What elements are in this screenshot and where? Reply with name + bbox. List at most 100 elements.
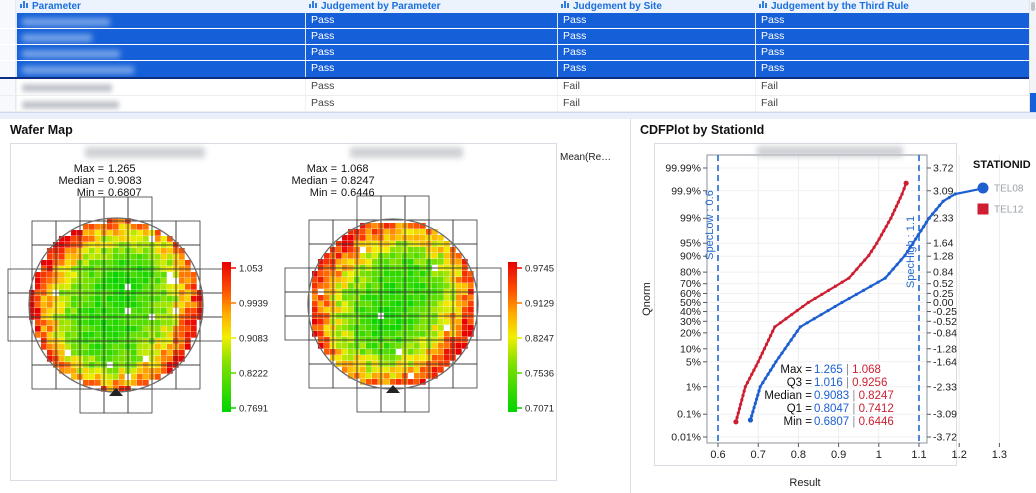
cell-parameter[interactable]	[16, 96, 305, 111]
cdf-series-TEL08	[747, 185, 988, 423]
table-scrollbar[interactable]	[1029, 0, 1036, 112]
svg-text:0.9129: 0.9129	[525, 299, 554, 310]
table-row[interactable]: Pass Pass Pass	[0, 61, 1029, 79]
svg-text:70%: 70%	[680, 278, 701, 290]
cell-judgement[interactable]: Pass	[305, 13, 557, 28]
svg-text:0.01%: 0.01%	[671, 432, 701, 444]
svg-text:0.9: 0.9	[831, 449, 846, 461]
redacted-wafer1-title	[85, 147, 205, 158]
svg-text:90%: 90%	[680, 251, 701, 263]
svg-text:99.99%: 99.99%	[665, 162, 701, 174]
svg-text:-2.33: -2.33	[933, 381, 957, 393]
svg-text:0.7691: 0.7691	[239, 404, 268, 415]
cell-judgement[interactable]: Pass	[557, 45, 755, 60]
legend-title: STATIONID	[973, 159, 1031, 171]
svg-text:0.9083: 0.9083	[108, 175, 142, 187]
cdf-panel-title[interactable]: CDFPlot by StationId	[640, 123, 765, 137]
wafer-map-panel-title[interactable]: Wafer Map	[10, 123, 73, 137]
svg-text:0.7071: 0.7071	[525, 404, 554, 415]
svg-text:0.9083: 0.9083	[239, 334, 268, 345]
row-gutter	[0, 29, 16, 44]
svg-text:0.7536: 0.7536	[525, 369, 554, 380]
svg-text:-3.72: -3.72	[933, 432, 957, 444]
svg-text:1.265 | 1.068: 1.265 | 1.068	[814, 364, 881, 376]
cell-judgement[interactable]: Pass	[755, 29, 1029, 44]
cell-parameter[interactable]	[16, 13, 305, 28]
row-gutter	[0, 96, 16, 111]
column-header-judgement-by-the-third-rule[interactable]: Judgement by the Third Rule	[755, 0, 1029, 13]
cell-judgement[interactable]: Pass	[755, 45, 1029, 60]
table-row[interactable]: Pass Pass Pass	[0, 29, 1029, 45]
column-header-parameter[interactable]: Parameter	[16, 0, 305, 13]
svg-text:0.84: 0.84	[933, 267, 954, 279]
svg-text:20%: 20%	[680, 327, 701, 339]
svg-text:1.1: 1.1	[911, 449, 926, 461]
table-row[interactable]: Pass Fail Fail	[0, 96, 1029, 112]
cell-judgement[interactable]: Pass	[305, 29, 557, 44]
row-gutter	[0, 13, 16, 28]
cell-judgement[interactable]: Fail	[755, 79, 1029, 95]
cell-judgement[interactable]: Pass	[305, 61, 557, 77]
svg-text:0.6807: 0.6807	[108, 187, 142, 199]
svg-text:-0.84: -0.84	[933, 327, 957, 339]
cell-judgement[interactable]: Pass	[755, 61, 1029, 77]
cell-parameter[interactable]	[16, 29, 305, 44]
svg-text:1.053: 1.053	[239, 264, 263, 275]
table-row[interactable]: Pass Pass Pass	[0, 45, 1029, 61]
svg-text:30%: 30%	[680, 316, 701, 328]
cell-judgement[interactable]: Pass	[305, 79, 557, 95]
cell-judgement[interactable]: Pass	[557, 29, 755, 44]
wafer-maps-canvas: Max = 1.265 Median = 0.9083 Min = 0.6807 1.053…	[7, 163, 554, 415]
histogram-icon	[309, 1, 318, 9]
cell-judgement[interactable]: Fail	[557, 79, 755, 95]
cell-parameter[interactable]	[16, 61, 305, 77]
svg-text:Min =: Min =	[310, 187, 337, 199]
svg-text:0.7: 0.7	[751, 449, 766, 461]
svg-text:3.09: 3.09	[933, 185, 954, 197]
cell-judgement[interactable]: Pass	[755, 13, 1029, 28]
panel-divider	[630, 118, 631, 493]
svg-text:1.64: 1.64	[933, 238, 954, 250]
svg-text:-1.64: -1.64	[933, 356, 957, 368]
svg-text:Median =: Median =	[764, 390, 812, 402]
svg-text:0.00: 0.00	[933, 297, 954, 309]
legend-label: TEL12	[994, 205, 1024, 216]
scrollbar-thumb[interactable]	[1031, 2, 1035, 11]
cell-judgement[interactable]: Pass	[305, 96, 557, 111]
cdf-series-TEL12	[733, 180, 909, 425]
svg-text:50%: 50%	[680, 297, 701, 309]
cell-judgement[interactable]: Pass	[305, 45, 557, 60]
wafer-legend-column-header: Mean(Re…	[560, 152, 612, 163]
station-legend[interactable]: STATIONID TEL08 TEL12	[973, 159, 1031, 216]
cell-parameter[interactable]	[16, 79, 305, 95]
redacted-parameter-name	[22, 33, 92, 42]
scrollbar-selection-marker	[1030, 93, 1036, 112]
cdf-plot-canvas: SpecLow : 0.6 SpecHigh : 1.1 99.99% 3.72 99.…	[641, 154, 1031, 489]
svg-text:Q1 =: Q1 =	[787, 403, 813, 415]
histogram-icon	[759, 1, 768, 9]
cell-judgement[interactable]: Pass	[557, 13, 755, 28]
svg-text:60%: 60%	[680, 288, 701, 300]
svg-text:0.25: 0.25	[933, 288, 954, 300]
svg-text:95%: 95%	[680, 238, 701, 250]
column-header-judgement-by-parameter[interactable]: Judgement by Parameter	[305, 0, 557, 13]
cell-judgement[interactable]: Fail	[557, 96, 755, 111]
svg-text:-3.09: -3.09	[933, 409, 957, 421]
redacted-parameter-name	[22, 65, 134, 74]
table-row[interactable]: Pass Pass Pass	[0, 13, 1029, 29]
row-gutter	[0, 61, 16, 77]
judgement-table: Parameter Judgement by Parameter Judgement…	[0, 0, 1029, 112]
svg-text:1.28: 1.28	[933, 251, 954, 263]
svg-text:10%: 10%	[680, 343, 701, 355]
svg-text:1.3: 1.3	[992, 449, 1007, 461]
cell-judgement[interactable]: Pass	[557, 61, 755, 77]
cell-judgement[interactable]: Fail	[755, 96, 1029, 111]
svg-text:99%: 99%	[680, 213, 701, 225]
cell-parameter[interactable]	[16, 45, 305, 60]
column-header-judgement-by-site[interactable]: Judgement by Site	[557, 0, 755, 13]
svg-text:0.6807 | 0.6446: 0.6807 | 0.6446	[814, 416, 894, 428]
svg-text:-0.25: -0.25	[933, 306, 957, 318]
table-row[interactable]: Pass Fail Fail	[0, 79, 1029, 96]
colorbar	[508, 262, 517, 412]
spec-high-label: SpecHigh : 1.1	[905, 216, 917, 288]
